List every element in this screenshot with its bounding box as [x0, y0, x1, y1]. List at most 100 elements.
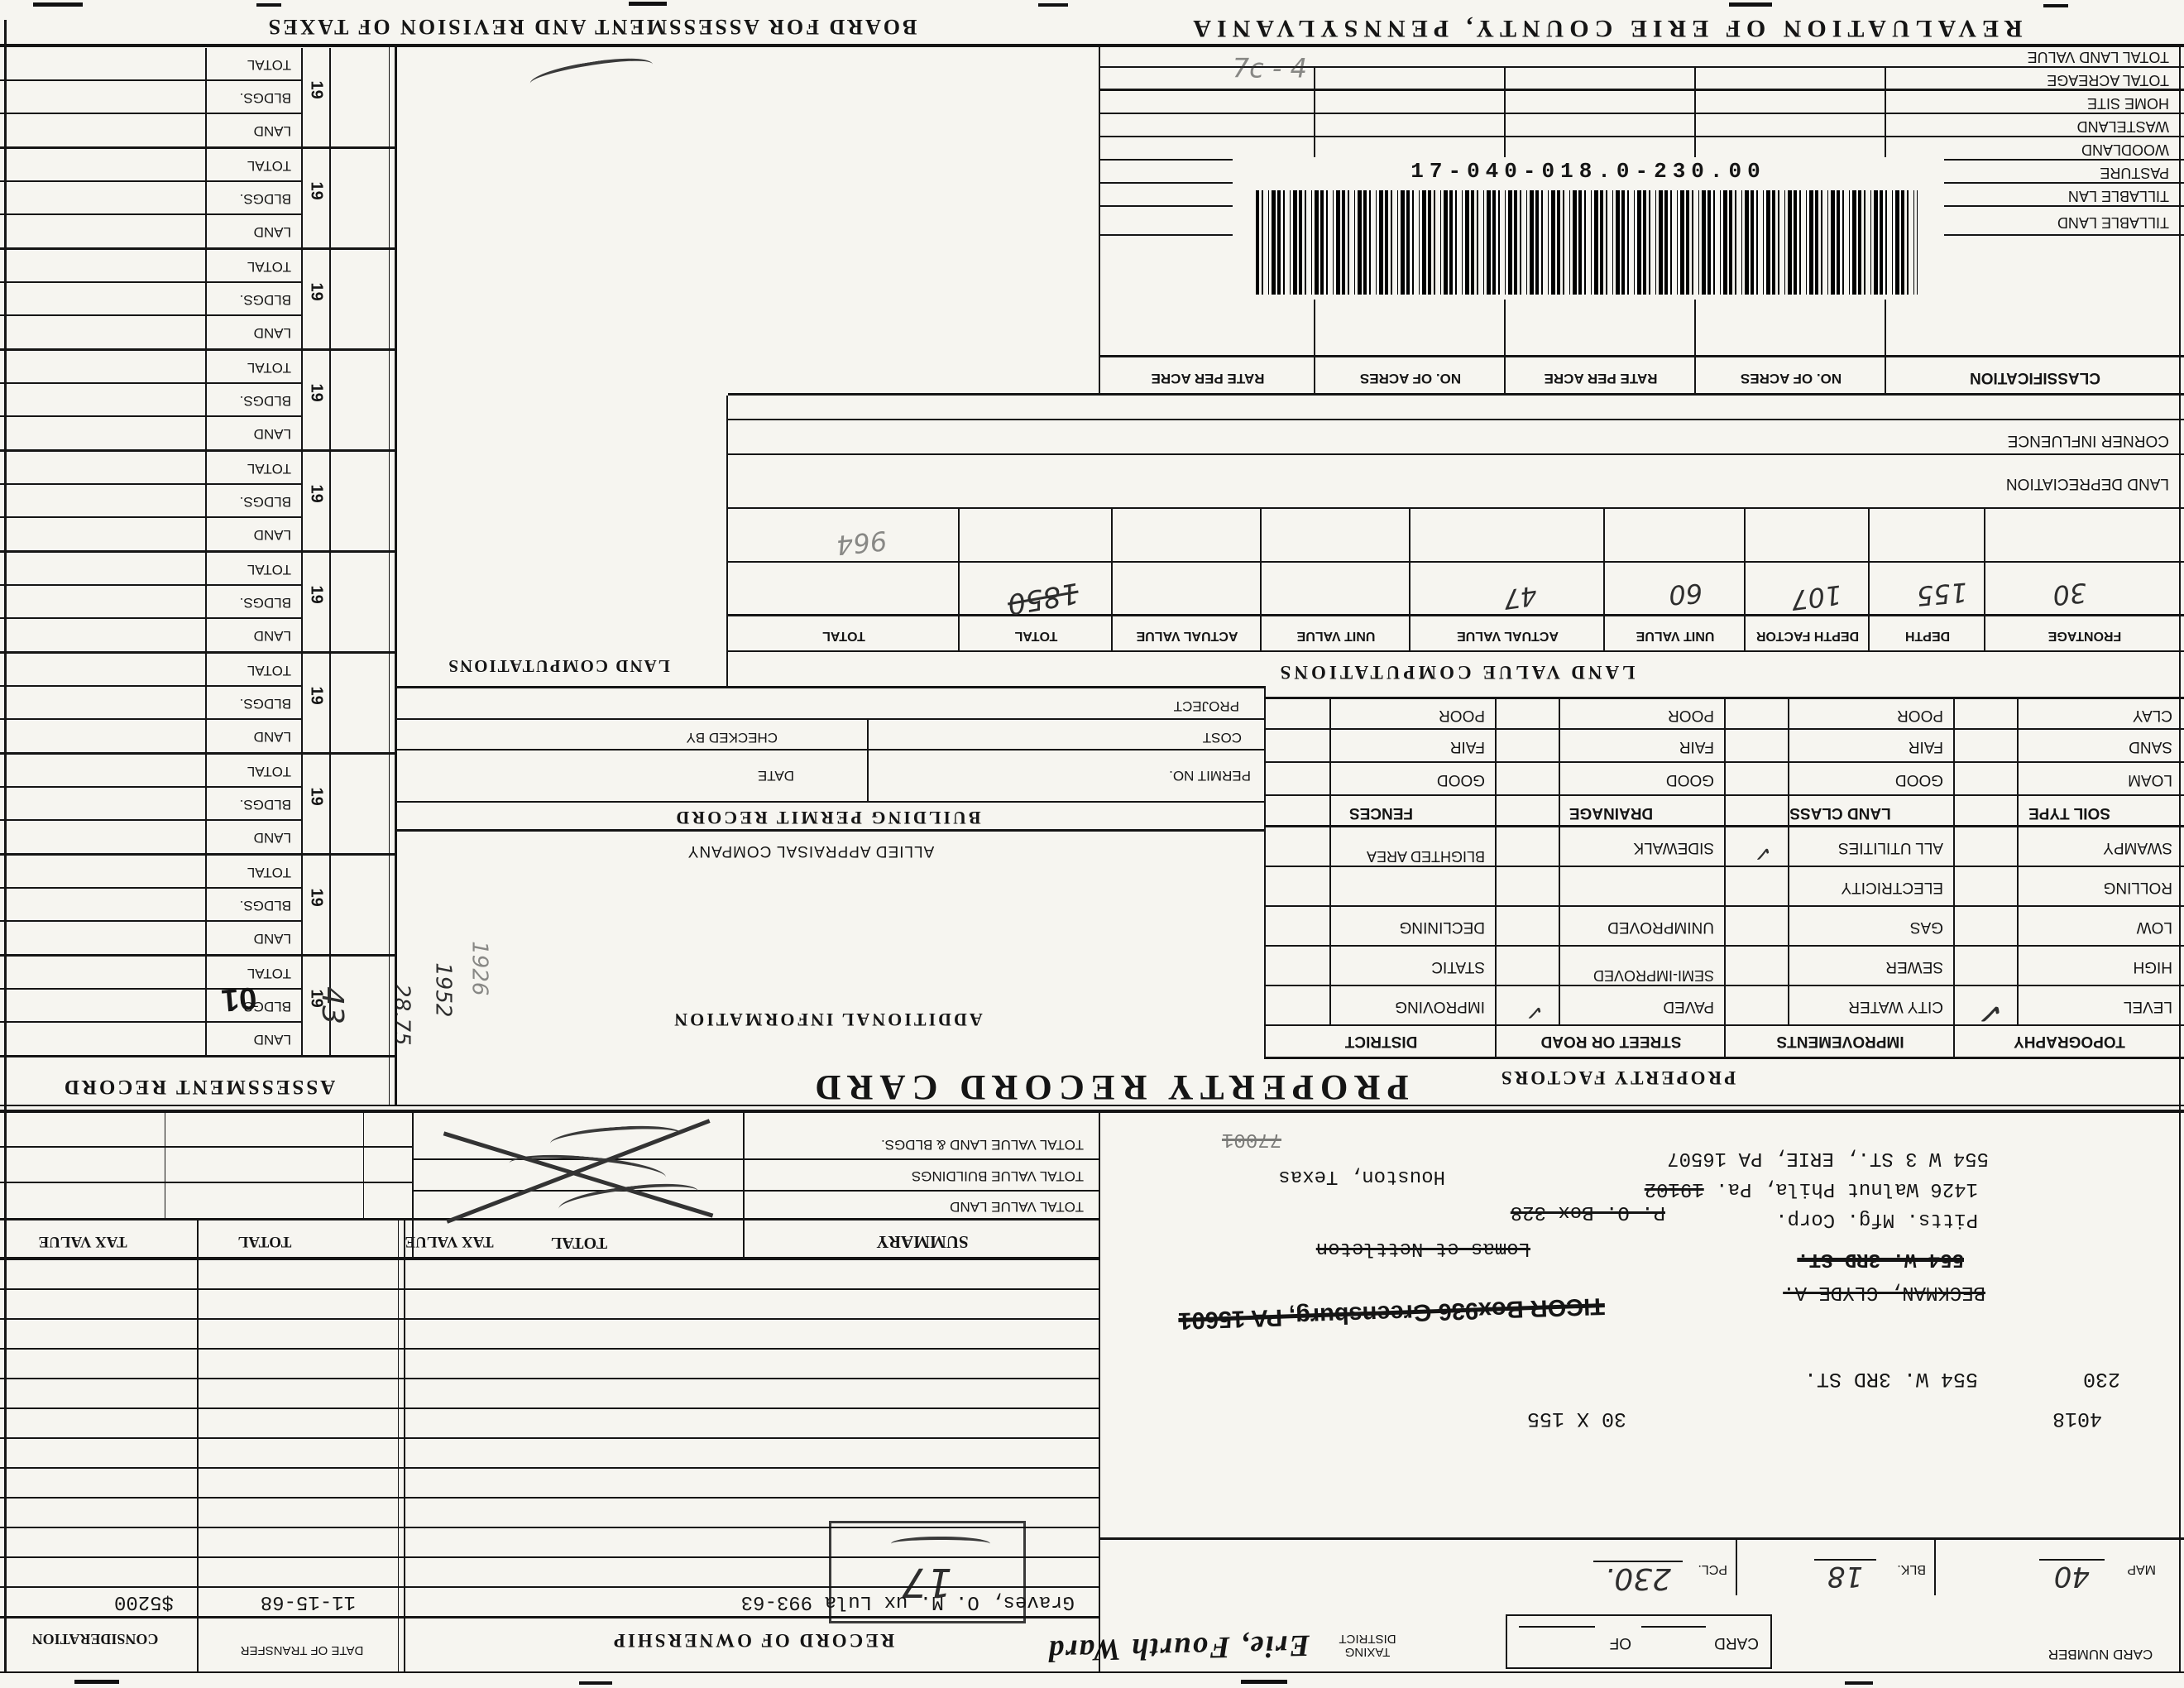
property-factors-title: PROPERTY FACTORS — [1498, 1067, 1736, 1088]
lvc-h-depth: DEPTH — [1904, 629, 1951, 643]
assessment-year-group-3: 19 LAND BLDGS. TOTAL — [0, 752, 397, 856]
fences-poor: POOR — [1439, 707, 1485, 724]
factor-swampy: SWAMPY — [2103, 839, 2172, 856]
rule-line — [743, 1113, 745, 1259]
lvc-frontage-value: 30 — [2051, 576, 2088, 612]
pencil-scribble — [528, 52, 655, 97]
lvc-total-value: 1850 — [1004, 575, 1081, 621]
rule-line — [1641, 1626, 1706, 1628]
rule-line — [726, 396, 728, 688]
soil-sand: SAND — [2129, 738, 2172, 755]
total-label: TOTAL — [247, 865, 291, 880]
rule-line — [0, 1671, 2184, 1673]
landclass-poor: POOR — [1897, 707, 1943, 724]
drainage-header: DRAINAGE — [1569, 804, 1654, 822]
check-level: ✓ — [1974, 993, 2007, 1034]
land-depreciation-label: LAND DEPRECIATION — [2005, 475, 2169, 492]
rule-line — [1329, 697, 1331, 1026]
permit-no-label: PERMIT NO. — [1169, 768, 1251, 784]
rule-line — [728, 614, 2184, 616]
card-number-label: CARD NUMBER — [2048, 1647, 2153, 1662]
barcode-sticker: 17-040-018.0-230.00 — [1233, 157, 1944, 300]
land-label: LAND — [253, 224, 291, 240]
factor-rolling: ROLLING — [2103, 879, 2172, 896]
owner-554-w-3rd: 554 W. 3RD ST. — [1797, 1248, 1964, 1270]
soil-loam: LOAM — [2128, 771, 2172, 789]
scan-artifact — [256, 3, 281, 7]
factors-header-improvements: IMPROVEMENTS — [1776, 1033, 1904, 1050]
assessment-year-group-6: 19 LAND BLDGS. TOTAL — [0, 449, 397, 553]
owner-ticor-stamp: TICOR Box936 Greensburg, PA 15601 — [1177, 1292, 1606, 1334]
summary-row-land: TOTAL VALUE LAND — [950, 1199, 1084, 1215]
total-label: TOTAL — [247, 764, 291, 779]
landclass-good: GOOD — [1894, 771, 1943, 789]
factor-gas: GAS — [1909, 918, 1943, 936]
taxing-district-label: TAXING DISTRICT — [1339, 1632, 1396, 1659]
land-label: LAND — [253, 729, 291, 745]
soil-type-header: SOIL TYPE — [2028, 804, 2110, 822]
owner-walnut-zip: 19102 — [1644, 1177, 1704, 1200]
owner-erie-address: 554 W 3 ST., ERIE, PA 16507 — [1667, 1147, 1989, 1169]
factor-city-water: CITY WATER — [1848, 998, 1943, 1015]
scan-artifact — [1729, 2, 1772, 7]
factor-all-utilities: ALL UTILITIES — [1837, 839, 1943, 856]
factor-unimproved: UNIMPROVED — [1607, 918, 1714, 936]
assessment-stamp-01: 01 — [220, 980, 258, 1018]
rule-line — [1953, 697, 1955, 1059]
pcl-value: 230. — [1592, 1561, 1683, 1595]
check-all-utilities: ✓ — [1753, 840, 1773, 866]
rule-line — [1100, 1537, 2184, 1540]
rule-line — [867, 720, 869, 803]
lvc-depth-value: 155 — [1915, 576, 1969, 612]
parcel-barcode-number: 17-040-018.0-230.00 — [1410, 159, 1766, 184]
land-label: LAND — [253, 830, 291, 846]
consideration-label: CONSIDERATION — [31, 1631, 159, 1647]
owner-houston: Houston, Texas — [1278, 1165, 1445, 1187]
assessment-year-group-8: 19 LAND BLDGS. TOTAL — [0, 247, 397, 351]
lvc-total2-value: 964 — [835, 524, 888, 562]
date-label: DATE — [757, 768, 794, 784]
total-label: TOTAL — [247, 966, 291, 981]
total-label: TOTAL — [247, 360, 291, 376]
lvc-h-unit-value-1: UNIT VALUE — [1636, 629, 1715, 643]
rule-line — [0, 1110, 2184, 1113]
year-label: 19 — [307, 787, 326, 806]
rule-line — [397, 801, 1266, 803]
total-label: TOTAL — [247, 663, 291, 679]
land-label: LAND — [253, 931, 291, 947]
rule-line — [0, 1182, 412, 1183]
ownership-row-date: 11-15-68 — [260, 1590, 356, 1613]
rule-line — [1495, 697, 1497, 1059]
revaluation-title: REVALUATION OF ERIE COUNTY, PENNSYLVANIA — [1187, 15, 2023, 42]
classification-header: CLASSIFICATION — [1970, 369, 2100, 386]
scan-artifact — [1845, 1681, 1873, 1685]
scan-artifact — [629, 2, 667, 6]
no-of-acres-header-2: NO. OF ACRES — [1359, 371, 1462, 386]
property-record-card-title: PROPERTY RECORD CARD — [808, 1067, 1409, 1106]
factor-declining: DECLINING — [1399, 918, 1485, 936]
total-label: TOTAL — [247, 461, 291, 477]
row-tillable-land: TILLABLE LAND — [2057, 214, 2169, 231]
card-of-box: CARD OF — [1506, 1614, 1772, 1669]
ownership-ruled-rows — [0, 1259, 1100, 1616]
tax-value-header-2: TAX VALUE — [38, 1233, 127, 1250]
land-label: LAND — [253, 527, 291, 543]
lvc-h-frontage: FRONTAGE — [2048, 629, 2122, 643]
lvc-h-actual-value-1: ACTUAL VALUE — [1457, 629, 1559, 643]
owner-pitts-mfg: Pitts. Mfg. Corp. — [1775, 1208, 1978, 1230]
cost-label: COST — [1202, 730, 1242, 746]
rule-line — [728, 419, 2184, 420]
rule-line — [397, 749, 1266, 750]
rule-line — [1736, 1540, 1737, 1595]
ownership-row-consideration: $5200 — [113, 1590, 174, 1613]
summary-header: SUMMARY — [876, 1232, 969, 1252]
summary-row-buildings: TOTAL VALUE BUILDINGS — [911, 1168, 1084, 1184]
scan-artifact — [1038, 3, 1068, 7]
card-label: CARD — [1714, 1634, 1759, 1652]
check-paved: ✓ — [1524, 998, 1545, 1026]
rule-line — [1264, 687, 1266, 1059]
rule-line — [397, 686, 1266, 688]
rule-line — [2179, 47, 2181, 1673]
factors-header-street: STREET OR ROAD — [1540, 1033, 1682, 1050]
